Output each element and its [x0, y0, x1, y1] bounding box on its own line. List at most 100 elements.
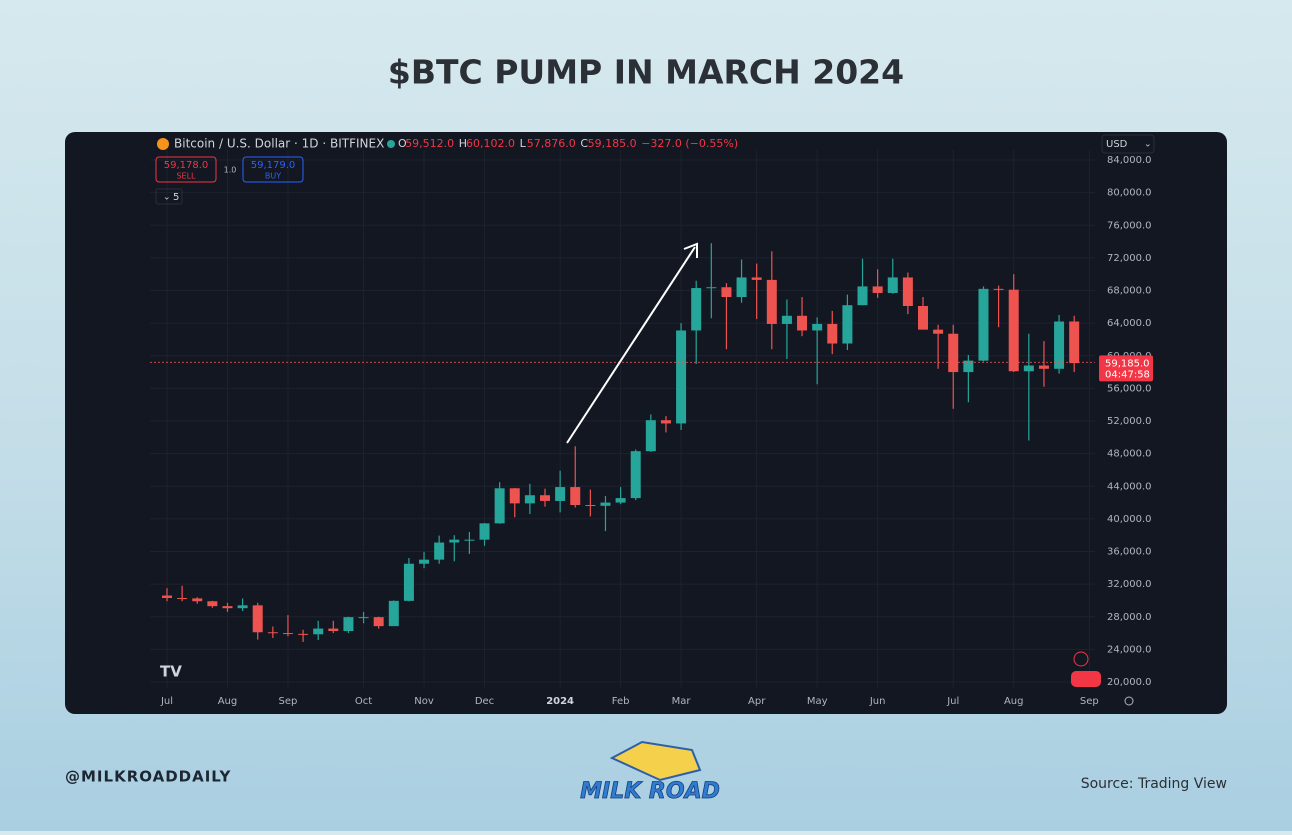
candle-body [842, 305, 853, 344]
candle-body [918, 305, 928, 330]
candle-body [358, 617, 369, 619]
price-tag-value: 59,185.0 [1105, 358, 1150, 369]
candle-body [721, 287, 732, 298]
indicator-toggle[interactable] [155, 188, 183, 205]
alert-icon[interactable] [1073, 651, 1089, 667]
y-tick-label: 24,000.0 [1107, 644, 1152, 655]
candle-body [162, 595, 172, 598]
candle-body [252, 605, 263, 633]
candle-body [177, 597, 188, 599]
candle-body [464, 539, 475, 541]
y-tick-label: 52,000.0 [1107, 416, 1152, 427]
candle-body [403, 563, 414, 601]
handle: @MILKROADDAILY [65, 768, 232, 786]
candle-body [676, 330, 687, 424]
y-tick-label: 32,000.0 [1107, 579, 1152, 590]
candle-body [963, 360, 974, 373]
ohlc-change: −327.0 (−0.55%) [641, 137, 738, 150]
sell-button[interactable] [155, 156, 217, 183]
candle-body [282, 633, 293, 635]
candle-body [237, 605, 248, 609]
y-tick-label: 44,000.0 [1107, 481, 1152, 492]
candle-body [509, 488, 520, 504]
arrow-head [683, 242, 698, 258]
y-tick-label: 40,000.0 [1107, 514, 1152, 525]
candle-body [313, 628, 324, 635]
x-tick-label: Aug [218, 696, 238, 707]
price-tag [1099, 355, 1153, 382]
buy-button[interactable] [242, 156, 304, 183]
candle-body [494, 488, 505, 524]
currency-caret: ⌄ [1144, 140, 1152, 150]
candle-body [948, 333, 959, 373]
candle-body [267, 632, 278, 634]
candle-body [419, 559, 430, 564]
candle-body [434, 542, 445, 560]
candle-body [1069, 321, 1080, 364]
candle-body [373, 617, 384, 627]
candle-body [797, 315, 808, 331]
ohlc-value: 57,876.0 [527, 137, 576, 150]
candle-body [827, 323, 838, 344]
chevron: ⌄ [163, 193, 171, 203]
ohlc-key: C [580, 137, 588, 150]
candle-body [1023, 365, 1034, 372]
candle-body [812, 323, 823, 331]
ohlc-key: H [459, 137, 467, 150]
candle-body [645, 420, 656, 452]
sell-price: 59,178.0 [164, 160, 209, 171]
x-tick-label: Oct [355, 696, 372, 707]
candle-body [781, 315, 792, 324]
price-tag-countdown: 04:47:58 [1105, 369, 1150, 380]
currency-select[interactable] [1101, 134, 1155, 154]
candle-body [1054, 321, 1065, 369]
status-dot [387, 140, 395, 148]
candle-body [978, 288, 989, 361]
candle-body [691, 288, 702, 331]
buy-label: BUY [265, 172, 281, 181]
x-tick-label: Sep [279, 696, 298, 707]
y-tick-label: 56,000.0 [1107, 383, 1152, 394]
ohlc-key: O [398, 137, 407, 150]
coin-icon [157, 138, 169, 150]
settings-icon[interactable] [1124, 696, 1134, 706]
ohlc-legend: O59,512.0 H60,102.0 L 57,876.0 C 59,185.0 −327… [398, 137, 738, 150]
ohlc-key: L [520, 137, 527, 150]
y-tick-label: 84,000.0 [1107, 155, 1152, 166]
y-tick-label: 80,000.0 [1107, 188, 1152, 199]
spread: 1.0 [224, 166, 237, 175]
candle-body [222, 606, 233, 609]
x-tick-label: Jun [869, 696, 886, 707]
candle-body [298, 633, 309, 635]
candle-body [1008, 289, 1019, 372]
candle-body [524, 495, 535, 504]
candle-body [660, 420, 671, 424]
candle-body [615, 498, 626, 503]
flag-icon[interactable] [1071, 671, 1101, 687]
x-tick-label: Aug [1004, 696, 1024, 707]
x-tick-label: Mar [672, 696, 692, 707]
candle-body [585, 505, 596, 507]
y-tick-label: 68,000.0 [1107, 286, 1152, 297]
candle-body [887, 277, 898, 293]
y-tick-label: 36,000.0 [1107, 547, 1152, 558]
x-tick-label: Jul [160, 696, 173, 707]
currency: USD [1106, 139, 1128, 150]
candle-body [600, 502, 611, 506]
candle-body [902, 277, 913, 306]
x-tick-label: May [807, 696, 828, 707]
chart-title: $BTC PUMP IN MARCH 2024 [388, 53, 904, 92]
candle-body [933, 329, 944, 334]
x-tick-label: Sep [1080, 696, 1099, 707]
indicator-count: 5 [173, 192, 179, 203]
candle-body [993, 288, 1004, 290]
candle-body [872, 286, 883, 293]
y-tick-label: 76,000.0 [1107, 220, 1152, 231]
candle-body [766, 279, 777, 324]
x-tick-label: Dec [475, 696, 494, 707]
candle-body [388, 600, 399, 627]
sell-label: SELL [176, 172, 196, 181]
candle-body [1038, 365, 1049, 369]
